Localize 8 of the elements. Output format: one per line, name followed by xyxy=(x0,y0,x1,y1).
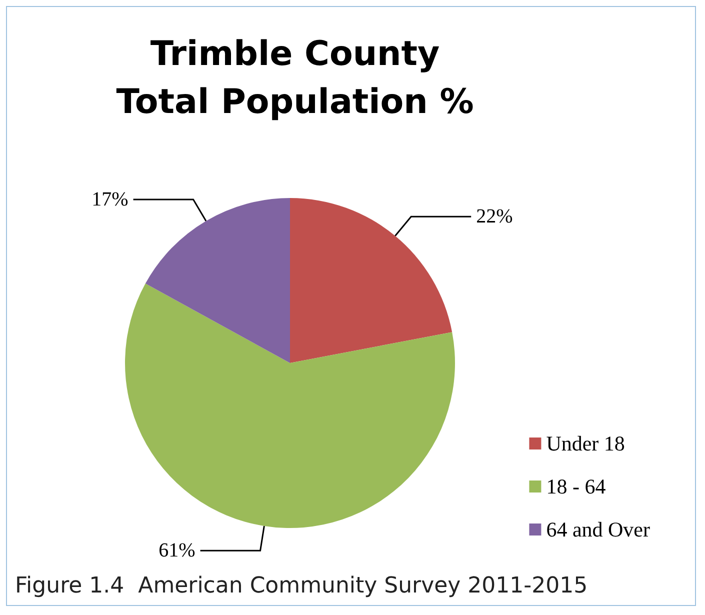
data-label: 22% xyxy=(476,206,513,228)
data-label: 17% xyxy=(92,188,128,210)
legend-label: Under 18 xyxy=(546,432,625,456)
chart-title: Trimble County Total Population % xyxy=(116,34,474,122)
caption: Figure 1.4 American Community Survey 2011-2015 xyxy=(15,574,588,598)
legend-label: 64 and Over xyxy=(546,518,650,542)
legend-label: 18 - 64 xyxy=(546,474,606,498)
data-label: 61% xyxy=(158,540,196,562)
